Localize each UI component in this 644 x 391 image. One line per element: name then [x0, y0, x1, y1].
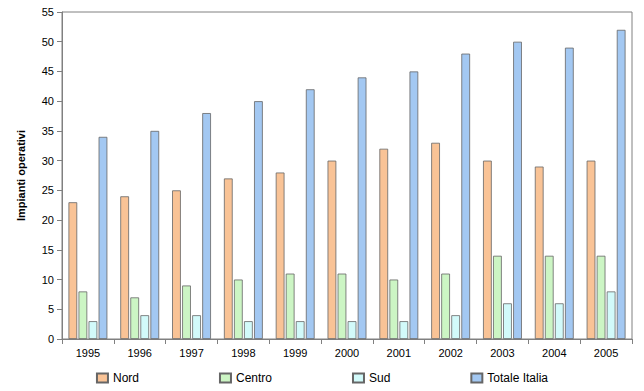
svg-text:40: 40: [42, 95, 54, 107]
svg-text:Nord: Nord: [113, 371, 139, 385]
svg-text:45: 45: [42, 65, 54, 77]
svg-text:2004: 2004: [542, 347, 566, 359]
svg-text:2000: 2000: [335, 347, 359, 359]
svg-text:25: 25: [42, 184, 54, 196]
svg-text:2003: 2003: [490, 347, 514, 359]
svg-text:55: 55: [42, 6, 54, 18]
svg-text:0: 0: [48, 333, 54, 345]
svg-text:5: 5: [48, 303, 54, 315]
svg-text:15: 15: [42, 244, 54, 256]
svg-text:Sud: Sud: [369, 371, 390, 385]
svg-text:1997: 1997: [179, 347, 203, 359]
svg-text:30: 30: [42, 155, 54, 167]
svg-text:1999: 1999: [283, 347, 307, 359]
svg-text:1995: 1995: [76, 347, 100, 359]
svg-text:2005: 2005: [594, 347, 618, 359]
svg-text:1998: 1998: [231, 347, 255, 359]
svg-text:Impianti operativi: Impianti operativi: [15, 130, 27, 221]
svg-text:2002: 2002: [438, 347, 462, 359]
svg-text:Centro: Centro: [236, 371, 272, 385]
svg-text:20: 20: [42, 214, 54, 226]
svg-text:Totale Italia: Totale Italia: [487, 371, 548, 385]
svg-text:10: 10: [42, 274, 54, 286]
svg-text:50: 50: [42, 36, 54, 48]
svg-text:2001: 2001: [387, 347, 411, 359]
svg-text:1996: 1996: [127, 347, 151, 359]
svg-text:35: 35: [42, 125, 54, 137]
